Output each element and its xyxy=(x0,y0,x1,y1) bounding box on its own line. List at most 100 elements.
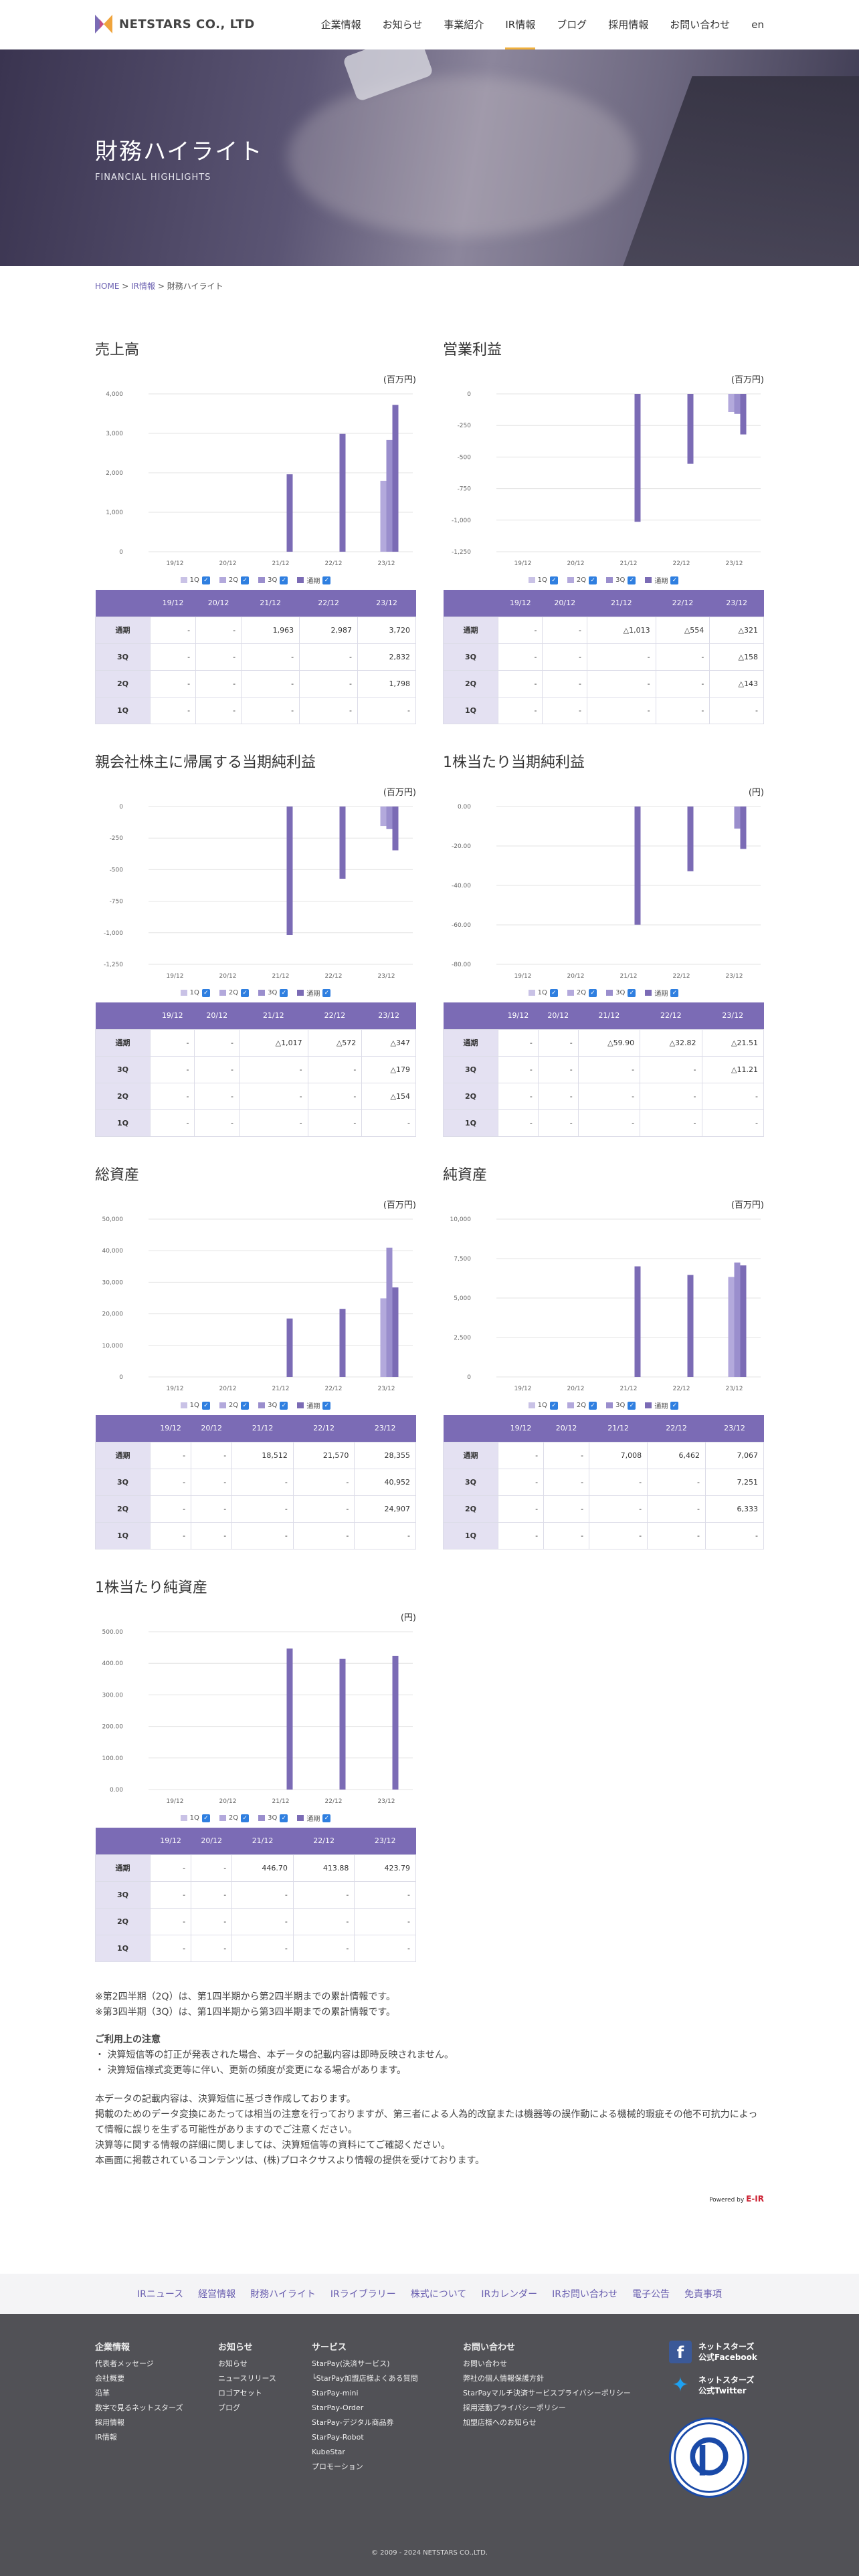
legend-item[interactable]: 1Q ✓ xyxy=(528,1400,558,1410)
legend-checkbox-icon[interactable]: ✓ xyxy=(549,576,558,584)
legend-checkbox-icon[interactable]: ✓ xyxy=(241,576,250,584)
legend-checkbox-icon[interactable]: ✓ xyxy=(201,576,210,584)
legend-checkbox-icon[interactable]: ✓ xyxy=(201,1814,210,1822)
legend-checkbox-icon[interactable]: ✓ xyxy=(670,576,679,584)
nav-item[interactable]: 採用情報 xyxy=(608,19,649,31)
legend-item[interactable]: 2Q ✓ xyxy=(219,1813,250,1823)
legend-checkbox-icon[interactable]: ✓ xyxy=(322,1814,331,1822)
legend-checkbox-icon[interactable]: ✓ xyxy=(628,576,636,584)
legend-item[interactable]: 2Q ✓ xyxy=(567,1400,597,1410)
legend-item[interactable]: 1Q ✓ xyxy=(180,1400,210,1410)
footer-link[interactable]: 会社概要 xyxy=(95,2374,124,2383)
legend-checkbox-icon[interactable]: ✓ xyxy=(670,1401,679,1410)
legend-item[interactable]: 3Q ✓ xyxy=(258,988,288,998)
nav-item[interactable]: ブログ xyxy=(557,19,587,31)
nav-item[interactable]: 事業紹介 xyxy=(444,19,484,31)
footer-link[interactable]: StarPay-mini xyxy=(312,2389,359,2397)
legend-checkbox-icon[interactable]: ✓ xyxy=(628,1401,636,1410)
legend-checkbox-icon[interactable]: ✓ xyxy=(549,988,558,997)
legend-checkbox-icon[interactable]: ✓ xyxy=(549,1401,558,1410)
footer-heading[interactable]: 企業情報 xyxy=(95,2343,130,2353)
footer-link[interactable]: StarPayマルチ決済サービスプライバシーポリシー xyxy=(463,2389,631,2397)
footer-link[interactable]: StarPay-Order xyxy=(312,2403,364,2412)
nav-item[interactable]: IR情報 xyxy=(505,0,535,49)
footer-link[interactable]: 沿革 xyxy=(95,2389,110,2397)
legend-item[interactable]: 2Q ✓ xyxy=(567,575,597,585)
legend-checkbox-icon[interactable]: ✓ xyxy=(670,988,679,997)
footer-link[interactable]: 代表者メッセージ xyxy=(95,2359,154,2368)
legend-checkbox-icon[interactable]: ✓ xyxy=(322,1401,331,1410)
footer-link[interactable]: お問い合わせ xyxy=(463,2359,507,2368)
legend-checkbox-icon[interactable]: ✓ xyxy=(280,576,288,584)
sub-nav-link[interactable]: 経営情報 xyxy=(198,2289,236,2300)
footer-link[interactable]: プロモーション xyxy=(312,2462,363,2471)
legend-item[interactable]: 3Q ✓ xyxy=(258,1813,288,1823)
nav-item[interactable]: en xyxy=(751,19,764,31)
legend-item[interactable]: 1Q ✓ xyxy=(528,988,558,998)
legend-checkbox-icon[interactable]: ✓ xyxy=(280,1401,288,1410)
footer-link[interactable]: ブログ xyxy=(218,2403,240,2412)
footer-link[interactable]: ニュースリリース xyxy=(218,2374,276,2383)
legend-item[interactable]: 2Q ✓ xyxy=(219,575,250,585)
legend-item[interactable]: 3Q ✓ xyxy=(606,1400,636,1410)
legend-item[interactable]: 2Q ✓ xyxy=(219,1400,250,1410)
legend-item[interactable]: 通期 ✓ xyxy=(645,575,679,585)
legend-item[interactable]: 1Q ✓ xyxy=(180,988,210,998)
legend-checkbox-icon[interactable]: ✓ xyxy=(589,1401,597,1410)
legend-checkbox-icon[interactable]: ✓ xyxy=(589,576,597,584)
nav-item[interactable]: 企業情報 xyxy=(320,19,361,31)
legend-checkbox-icon[interactable]: ✓ xyxy=(241,1814,250,1822)
nav-item[interactable]: お問い合わせ xyxy=(670,19,731,31)
sub-nav-link[interactable]: 財務ハイライト xyxy=(250,2289,316,2300)
footer-link[interactable]: 採用情報 xyxy=(95,2418,124,2427)
powered-by[interactable]: Powered by E-IR xyxy=(709,2194,764,2204)
twitter-link[interactable]: ✦ ネットスターズ 公式Twitter xyxy=(669,2374,757,2397)
site-logo[interactable]: NETSTARS CO., LTD xyxy=(95,15,255,33)
sub-nav-link[interactable]: 株式について xyxy=(410,2289,467,2300)
footer-link[interactable]: 加盟店様へのお知らせ xyxy=(463,2418,537,2427)
sub-nav-link[interactable]: IRニュース xyxy=(136,2289,184,2300)
footer-heading[interactable]: お問い合わせ xyxy=(463,2343,516,2353)
legend-checkbox-icon[interactable]: ✓ xyxy=(280,1814,288,1822)
legend-item[interactable]: 3Q ✓ xyxy=(606,575,636,585)
legend-checkbox-icon[interactable]: ✓ xyxy=(201,988,210,997)
legend-checkbox-icon[interactable]: ✓ xyxy=(322,988,331,997)
footer-link[interactable]: 数字で見るネットスターズ xyxy=(95,2403,183,2412)
nav-item[interactable]: お知らせ xyxy=(382,19,423,31)
footer-heading[interactable]: サービス xyxy=(312,2343,347,2353)
legend-checkbox-icon[interactable]: ✓ xyxy=(241,988,250,997)
sub-nav-link[interactable]: 電子公告 xyxy=(632,2289,670,2300)
sub-nav-link[interactable]: IRお問い合わせ xyxy=(552,2289,618,2300)
footer-link[interactable]: StarPay(決済サービス) xyxy=(312,2359,390,2368)
footer-link[interactable]: 採用活動プライバシーポリシー xyxy=(463,2403,566,2412)
footer-heading[interactable]: お知らせ xyxy=(218,2343,253,2353)
footer-link[interactable]: IR情報 xyxy=(95,2433,117,2442)
legend-item[interactable]: 通期 ✓ xyxy=(297,575,331,585)
legend-item[interactable]: 1Q ✓ xyxy=(180,1813,210,1823)
legend-item[interactable]: 1Q ✓ xyxy=(180,575,210,585)
legend-item[interactable]: 2Q ✓ xyxy=(219,988,250,998)
sub-nav-link[interactable]: 免責事項 xyxy=(684,2289,723,2300)
legend-checkbox-icon[interactable]: ✓ xyxy=(322,576,331,584)
breadcrumb-home[interactable]: HOME xyxy=(95,282,120,291)
footer-link[interactable]: StarPay-Robot xyxy=(312,2433,364,2442)
footer-link[interactable]: KubeStar xyxy=(312,2448,345,2456)
footer-link[interactable]: ロゴアセット xyxy=(218,2389,262,2397)
legend-item[interactable]: 通期 ✓ xyxy=(645,1400,679,1410)
legend-checkbox-icon[interactable]: ✓ xyxy=(201,1401,210,1410)
legend-checkbox-icon[interactable]: ✓ xyxy=(280,988,288,997)
breadcrumb-ir[interactable]: IR情報 xyxy=(131,282,156,291)
sub-nav-link[interactable]: IRライブラリー xyxy=(330,2289,396,2300)
legend-checkbox-icon[interactable]: ✓ xyxy=(589,988,597,997)
legend-item[interactable]: 2Q ✓ xyxy=(567,988,597,998)
legend-checkbox-icon[interactable]: ✓ xyxy=(628,988,636,997)
legend-item[interactable]: 通期 ✓ xyxy=(297,988,331,998)
footer-link[interactable]: └StarPay加盟店様よくある質問 xyxy=(312,2374,418,2383)
legend-item[interactable]: 1Q ✓ xyxy=(528,575,558,585)
facebook-link[interactable]: f ネットスターズ 公式Facebook xyxy=(669,2341,757,2363)
sub-nav-link[interactable]: IRカレンダー xyxy=(481,2289,538,2300)
footer-link[interactable]: StarPay-デジタル商品券 xyxy=(312,2418,394,2427)
legend-item[interactable]: 3Q ✓ xyxy=(606,988,636,998)
legend-item[interactable]: 通期 ✓ xyxy=(297,1813,331,1823)
footer-link[interactable]: お知らせ xyxy=(218,2359,248,2368)
